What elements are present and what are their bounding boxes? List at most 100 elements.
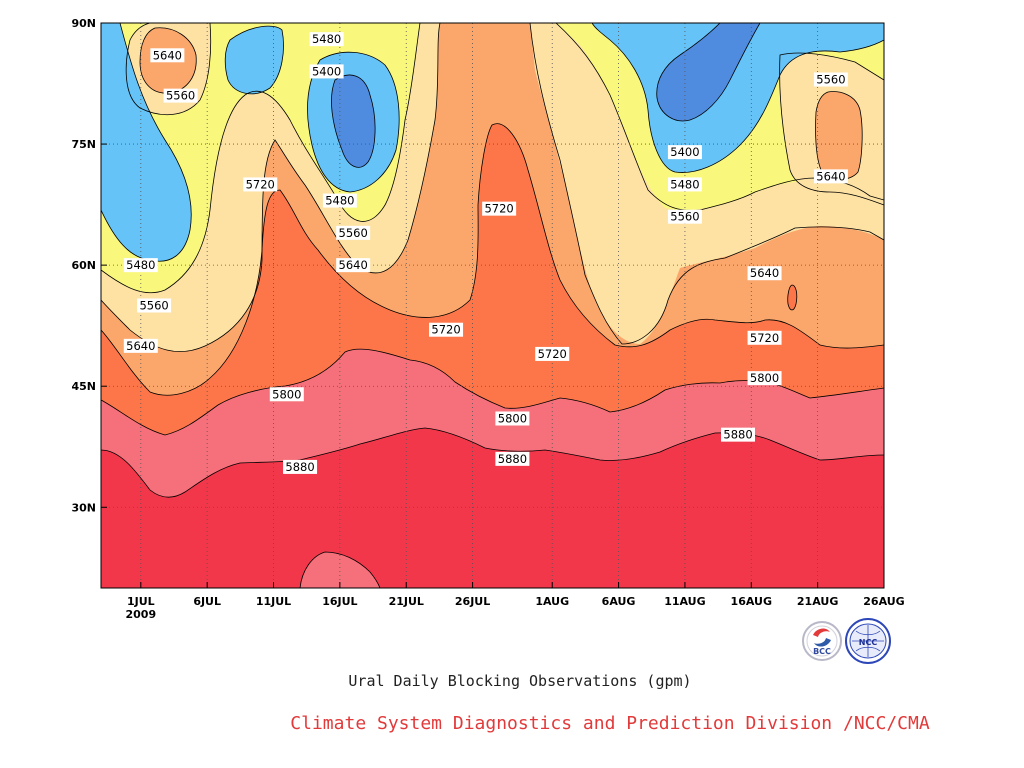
contour-label-bg [721, 427, 756, 442]
ncc-logo-text: NCC [859, 638, 878, 647]
y-tick-label: 75N [71, 138, 96, 151]
contour-label-text: 5480 [312, 32, 341, 46]
contour-label-bg [123, 338, 158, 353]
contour-label-bg [813, 72, 848, 87]
contour-label-text: 5560 [166, 89, 195, 103]
x-tick-label: 11AUG [664, 595, 705, 608]
contour-fills [101, 23, 884, 588]
contour-label: 5720 [747, 330, 782, 345]
x-year-label: 2009 [126, 608, 157, 621]
y-tick-label: 45N [71, 380, 96, 393]
contour-label-text: 5800 [750, 371, 779, 385]
contour-label: 5560 [163, 88, 198, 103]
contour-label-text: 5800 [272, 387, 301, 401]
contour-label-bg [283, 459, 318, 474]
contour-label-text: 5880 [498, 452, 527, 466]
fill-5400-5480-tl [225, 26, 284, 94]
contour-label-bg [747, 371, 782, 386]
contour-label-text: 5640 [339, 258, 368, 272]
contour-label-bg [495, 411, 530, 426]
contour-label-text: 5560 [139, 299, 168, 313]
contour-label-bg [123, 258, 158, 273]
contour-label-bg [667, 177, 702, 192]
x-tick-label: 1AUG [535, 595, 569, 608]
contour-label-text: 5880 [723, 428, 752, 442]
contour-label-bg [163, 88, 198, 103]
contour-label: 5640 [150, 48, 185, 63]
contour-label-bg [269, 387, 304, 402]
contour-label: 5560 [336, 225, 371, 240]
contour-label: 5640 [747, 266, 782, 281]
contour-label-text: 5720 [750, 331, 779, 345]
fill-5400-5480-west [101, 23, 192, 262]
contour-label-text: 5640 [153, 48, 182, 62]
contour-label: 5720 [535, 346, 570, 361]
x-tick-label: 26JUL [455, 595, 490, 608]
contour-label: 5640 [123, 338, 158, 353]
x-tick-label: 6AUG [602, 595, 636, 608]
contour-labels: 5640 5560 5480 5400 5720 5480 5560 5640 5480 5560… [123, 32, 848, 474]
ncc-logo: NCC [845, 618, 891, 664]
fill-small-island [787, 285, 797, 310]
contour-label-bg [322, 193, 357, 208]
contour-label-bg [429, 322, 464, 337]
contour-label: 5800 [495, 411, 530, 426]
contour-label-bg [336, 258, 371, 273]
contour-label: 5400 [309, 64, 344, 79]
x-tick-label: 1JUL [127, 595, 155, 608]
contour-label-text: 5720 [431, 323, 460, 337]
contour-label: 5560 [137, 298, 172, 313]
contour-label: 5880 [495, 451, 530, 466]
contour-label-text: 5640 [816, 169, 845, 183]
contour-label-bg [747, 266, 782, 281]
fill-below-5400-east [656, 23, 760, 121]
fill-5640-5720-northeast [815, 91, 863, 180]
credit-line: Climate System Diagnostics and Predictio… [290, 713, 930, 734]
contour-label: 5800 [269, 387, 304, 402]
contour-label-bg [535, 346, 570, 361]
contour-label-text: 5880 [285, 460, 314, 474]
contour-label-bg [137, 298, 172, 313]
contour-label-text: 5480 [325, 194, 354, 208]
fill-5400-5480-east [592, 23, 884, 173]
bcc-logo-text: BCC [813, 647, 831, 656]
x-tick-label: 16AUG [731, 595, 772, 608]
x-tick-label: 26AUG [863, 595, 904, 608]
contour-label-bg [482, 201, 517, 216]
contour-label: 5720 [482, 201, 517, 216]
contour-label-bg [150, 48, 185, 63]
bcc-logo: BCC [802, 621, 842, 661]
contour-label-bg [336, 225, 371, 240]
x-tick-label: 21JUL [389, 595, 424, 608]
y-tick-label: 30N [71, 501, 96, 514]
axis-ticks: 1JUL 6JUL 11JUL 16JUL 21JUL 26JUL 1AUG 6AUG 11AU… [71, 17, 904, 621]
contour-label: 5640 [336, 258, 371, 273]
contour-label: 5720 [243, 177, 278, 192]
contour-label-text: 5800 [498, 412, 527, 426]
contour-label-bg [813, 169, 848, 184]
contour-label: 5560 [813, 72, 848, 87]
contour-label: 5720 [429, 322, 464, 337]
contour-label: 5800 [747, 371, 782, 386]
contour-label-text: 5720 [538, 347, 567, 361]
x-tick-label: 6JUL [193, 595, 221, 608]
contour-label-text: 5560 [339, 226, 368, 240]
contour-label-text: 5400 [670, 145, 699, 159]
chart-title: Ural Daily Blocking Observations (gpm) [348, 672, 692, 690]
contour-label-bg [309, 64, 344, 79]
contour-label-text: 5640 [750, 266, 779, 280]
contour-label: 5480 [309, 32, 344, 47]
contour-label: 5400 [667, 145, 702, 160]
contour-label-text: 5480 [126, 258, 155, 272]
contour-label-bg [309, 32, 344, 47]
x-tick-label: 11JUL [256, 595, 291, 608]
contour-label-text: 5720 [484, 202, 513, 216]
grid-lines [101, 23, 884, 588]
x-tick-label: 21AUG [797, 595, 838, 608]
fill-below-5400-center [331, 75, 376, 168]
contour-label-bg [747, 330, 782, 345]
contour-label: 5480 [322, 193, 357, 208]
contour-label-text: 5560 [816, 73, 845, 87]
contour-label: 5560 [667, 209, 702, 224]
